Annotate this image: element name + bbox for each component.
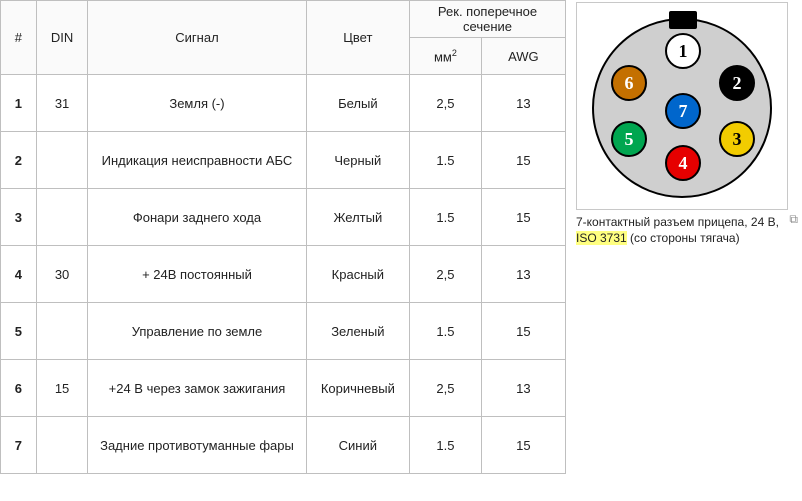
- connector-key: [669, 11, 697, 29]
- cell-awg: 15: [481, 132, 565, 189]
- cell-signal: Индикация неисправности АБС: [88, 132, 306, 189]
- cell-din: [36, 303, 88, 360]
- cell-awg: 15: [481, 189, 565, 246]
- cell-signal: Задние противотуманные фары: [88, 417, 306, 474]
- cell-num: 5: [1, 303, 37, 360]
- cell-color: Белый: [306, 75, 409, 132]
- cell-color: Зеленый: [306, 303, 409, 360]
- table-row: 131Земля (-)Белый2,513: [1, 75, 566, 132]
- table-row: 7 Задние противотуманные фарыСиний1.515: [1, 417, 566, 474]
- cell-din: 15: [36, 360, 88, 417]
- th-num: #: [1, 1, 37, 75]
- th-mm2: мм2: [410, 38, 482, 75]
- table-row: 2 Индикация неисправности АБСЧерный1.515: [1, 132, 566, 189]
- pin-4: 4: [665, 145, 701, 181]
- cell-awg: 13: [481, 75, 565, 132]
- cell-awg: 13: [481, 360, 565, 417]
- th-din: DIN: [36, 1, 88, 75]
- cell-num: 4: [1, 246, 37, 303]
- cell-num: 7: [1, 417, 37, 474]
- pin-2: 2: [719, 65, 755, 101]
- cell-mm2: 2,5: [410, 360, 482, 417]
- cell-color: Черный: [306, 132, 409, 189]
- pin-5: 5: [611, 121, 647, 157]
- th-color: Цвет: [306, 1, 409, 75]
- table-row: 5 Управление по землеЗеленый1.515: [1, 303, 566, 360]
- connector-diagram-box: 12 345 67: [576, 2, 788, 210]
- cell-awg: 15: [481, 417, 565, 474]
- connector-diagram: 12 345 67: [579, 5, 781, 207]
- caption-post: (со стороны тягача): [627, 231, 740, 245]
- cell-num: 6: [1, 360, 37, 417]
- cell-color: Коричневый: [306, 360, 409, 417]
- cell-din: [36, 189, 88, 246]
- cell-mm2: 2,5: [410, 75, 482, 132]
- pin-6: 6: [611, 65, 647, 101]
- cell-mm2: 1.5: [410, 189, 482, 246]
- cell-num: 3: [1, 189, 37, 246]
- cell-mm2: 1.5: [410, 303, 482, 360]
- table-row: 615+24 В через замок зажиганияКоричневый…: [1, 360, 566, 417]
- th-awg: AWG: [481, 38, 565, 75]
- pin-7: 7: [665, 93, 701, 129]
- cell-signal: Управление по земле: [88, 303, 306, 360]
- cell-signal: Земля (-): [88, 75, 306, 132]
- pinout-table: # DIN Сигнал Цвет Рек. поперечное сечени…: [0, 0, 566, 474]
- cell-din: [36, 132, 88, 189]
- cell-signal: Фонари заднего хода: [88, 189, 306, 246]
- cell-din: 31: [36, 75, 88, 132]
- table-row: 3 Фонари заднего ходаЖелтый1.515: [1, 189, 566, 246]
- pin-3: 3: [719, 121, 755, 157]
- diagram-caption: 7-контактный разъем прицепа, 24 В, ISO 3…: [576, 210, 784, 246]
- pin-1: 1: [665, 33, 701, 69]
- cell-color: Желтый: [306, 189, 409, 246]
- caption-pre: 7-контактный разъем прицепа, 24 В,: [576, 215, 779, 229]
- cell-din: [36, 417, 88, 474]
- table-row: 430+ 24В постоянныйКрасный2,513: [1, 246, 566, 303]
- cell-mm2: 2,5: [410, 246, 482, 303]
- cell-signal: + 24В постоянный: [88, 246, 306, 303]
- cell-din: 30: [36, 246, 88, 303]
- th-section-group: Рек. поперечное сечение: [410, 1, 566, 38]
- cell-color: Красный: [306, 246, 409, 303]
- cell-num: 1: [1, 75, 37, 132]
- cell-mm2: 1.5: [410, 417, 482, 474]
- cell-num: 2: [1, 132, 37, 189]
- caption-highlight: ISO 3731: [576, 231, 627, 245]
- cell-color: Синий: [306, 417, 409, 474]
- cell-mm2: 1.5: [410, 132, 482, 189]
- cell-awg: 15: [481, 303, 565, 360]
- th-signal: Сигнал: [88, 1, 306, 75]
- cell-signal: +24 В через замок зажигания: [88, 360, 306, 417]
- enlarge-icon[interactable]: ⧉: [789, 212, 798, 227]
- cell-awg: 13: [481, 246, 565, 303]
